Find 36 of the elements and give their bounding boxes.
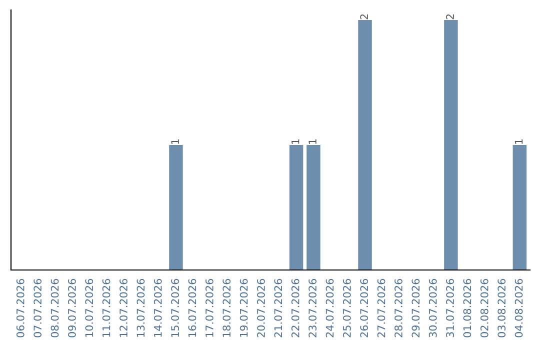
data-label: 2 <box>446 14 454 20</box>
x-tick-label: 07.07.2026 <box>34 278 42 338</box>
x-tick-label: 14.07.2026 <box>154 278 162 337</box>
x-tick-label: 18.07.2026 <box>222 278 231 337</box>
x-tick-label: 29.07.2026 <box>412 278 420 338</box>
x-tick-label: 21.07.2026 <box>274 278 282 338</box>
x-tick-label: 27.07.2026 <box>377 278 386 338</box>
x-tick-label: 06.07.2026 <box>16 278 24 338</box>
x-tick-label: 09.07.2026 <box>68 278 76 338</box>
x-tick-label: 31.07.2026 <box>446 278 454 338</box>
data-label: 1 <box>514 139 523 144</box>
x-tick-label: 25.07.2026 <box>342 278 351 338</box>
data-label: 2 <box>360 14 368 20</box>
x-tick-label: 02.08.2026 <box>480 278 488 338</box>
x-tick-label: 16.07.2026 <box>188 278 196 337</box>
x-tick-label: 23.07.2026 <box>308 278 316 338</box>
data-label: 1 <box>171 139 179 144</box>
x-tick-label: 08.07.2026 <box>50 278 59 338</box>
x-tick-label: 01.08.2026 <box>463 278 472 338</box>
data-label: 1 <box>308 139 316 144</box>
x-tick-label: 11.07.2026 <box>102 278 110 337</box>
x-tick-label: 30.07.2026 <box>428 278 437 338</box>
x-tick-label: 03.08.2026 <box>498 278 506 338</box>
x-tick-label: 24.07.2026 <box>326 278 334 338</box>
x-tick-label: 22.07.2026 <box>291 278 300 338</box>
x-tick-label: 10.07.2026 <box>85 278 94 337</box>
x-tick-label: 17.07.2026 <box>205 278 214 337</box>
x-tick-label: 12.07.2026 <box>120 278 128 337</box>
x-tick-label: 04.08.2026 <box>514 278 523 338</box>
x-tick-label: 26.07.2026 <box>360 278 368 338</box>
x-tick-label: 15.07.2026 <box>171 278 180 337</box>
x-tick-label: 28.07.2026 <box>394 278 402 338</box>
x-tick-label: 13.07.2026 <box>136 278 145 337</box>
data-label: 1 <box>292 139 300 144</box>
x-tick-label: 20.07.2026 <box>257 278 265 338</box>
x-tick-label: 19.07.2026 <box>240 278 248 337</box>
